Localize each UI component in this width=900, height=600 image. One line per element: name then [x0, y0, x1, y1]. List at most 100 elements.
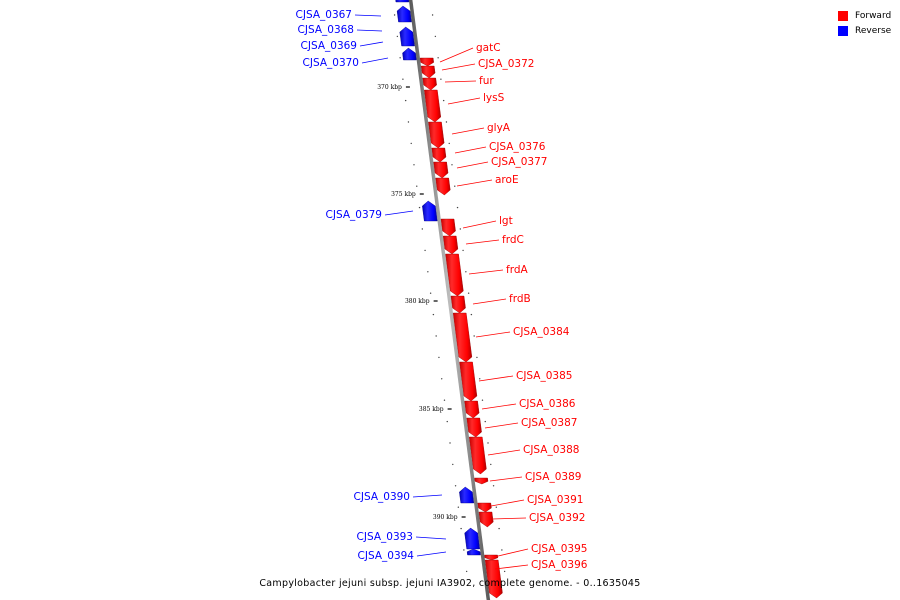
gene-lgt[interactable] — [440, 218, 456, 237]
gene-label-glya[interactable]: glyA — [487, 122, 511, 134]
gene-leader-cjsa-0393 — [415, 536, 447, 540]
minor-tick-dot — [443, 399, 446, 401]
gene-leader-fur — [444, 80, 477, 83]
gene-label-cjsa-0392[interactable]: CJSA_0392 — [529, 512, 585, 524]
gene-label-cjsa-0389[interactable]: CJSA_0389 — [525, 471, 581, 483]
gene-cjsa-0384[interactable] — [452, 312, 473, 363]
gene-label-cjsa-0395[interactable]: CJSA_0395 — [531, 543, 587, 555]
gene-label-cjsa-0385[interactable]: CJSA_0385 — [516, 370, 572, 382]
gene-cjsa-0388[interactable] — [469, 436, 487, 475]
minor-tick-dot — [451, 164, 453, 166]
minor-tick-dot — [473, 335, 475, 337]
gene-cjsa-0370[interactable] — [402, 47, 417, 61]
gene-cjsa-0392[interactable] — [478, 511, 494, 528]
gene-label-fur[interactable]: fur — [479, 75, 494, 87]
minor-tick-dot — [434, 35, 437, 38]
minor-tick-dots — [393, 14, 506, 573]
gene-label-lyss[interactable]: lysS — [483, 92, 505, 104]
gene-label-cjsa-0377[interactable]: CJSA_0377 — [491, 156, 547, 168]
gene-cjsa-0377[interactable] — [433, 161, 449, 179]
gene-label-cjsa-0391[interactable]: CJSA_0391 — [527, 494, 583, 506]
minor-tick-dot — [441, 378, 443, 380]
gene-leader-cjsa-0367 — [354, 14, 382, 17]
gene-labels: CJSA_0367 CJSA_0368 CJSA_0369 CJSA_0370 gatC… — [296, 9, 588, 571]
gene-label-lgt[interactable]: lgt — [499, 215, 513, 227]
gene-cjsa-0390[interactable] — [459, 486, 475, 504]
gene-lyss[interactable] — [424, 89, 442, 123]
minor-tick-dot — [462, 249, 464, 252]
gene-label-cjsa-0379[interactable]: CJSA_0379 — [326, 209, 382, 221]
gene-label-frda[interactable]: frdA — [506, 264, 528, 276]
gene-leader-cjsa-0395 — [493, 548, 529, 558]
minor-tick-dot — [484, 420, 486, 423]
minor-tick-dot — [404, 99, 407, 102]
gene-label-gatc[interactable]: gatC — [476, 42, 501, 54]
legend-forward-label: Forward — [855, 10, 892, 21]
gene-cjsa-0369[interactable] — [399, 26, 415, 47]
gene-cjsa-0376[interactable] — [431, 147, 447, 163]
gene-cjsa-0379[interactable] — [422, 200, 438, 222]
gene-label-cjsa-0393[interactable]: CJSA_0393 — [357, 531, 413, 543]
gene-label-cjsa-0367[interactable]: CJSA_0367 — [296, 9, 352, 21]
minor-tick-dot — [448, 142, 450, 145]
gene-label-cjsa-0396[interactable]: CJSA_0396 — [531, 559, 588, 571]
minor-tick-dot — [399, 57, 401, 59]
gene-cjsa-0391[interactable] — [477, 502, 492, 513]
gene-label-frdb[interactable]: frdB — [509, 293, 531, 305]
gene-glya[interactable] — [428, 121, 445, 149]
minor-tick-dot — [481, 399, 484, 401]
gene-cjsa-0394[interactable] — [466, 548, 481, 556]
gene-frda[interactable] — [445, 253, 464, 297]
minor-tick-dot — [413, 164, 415, 166]
gene-label-cjsa-0369[interactable]: CJSA_0369 — [301, 40, 357, 52]
minor-tick-dot — [418, 206, 421, 209]
gene-label-cjsa-0372[interactable]: CJSA_0372 — [478, 58, 534, 70]
gene-label-cjsa-0376[interactable]: CJSA_0376 — [489, 141, 546, 153]
minor-tick-dot — [492, 485, 495, 487]
gene-frdc[interactable] — [442, 235, 459, 255]
gene-label-cjsa-0394[interactable]: CJSA_0394 — [358, 550, 415, 562]
minor-tick-dot — [407, 121, 410, 123]
tick-label-380-kbp: 380 kbp — [405, 298, 430, 305]
forward-swatch — [838, 10, 848, 21]
gene-leader-lyss — [447, 97, 481, 105]
minor-tick-dot — [498, 527, 500, 530]
strand-legend: Forward Reverse — [838, 8, 891, 38]
gene-features — [395, 0, 503, 599]
minor-tick-dot — [452, 463, 454, 466]
gene-fur[interactable] — [422, 77, 437, 91]
minor-tick-dot — [393, 14, 396, 16]
gene-leader-cjsa-0385 — [478, 375, 514, 382]
minor-tick-dot — [487, 442, 489, 444]
gene-label-frdc[interactable]: frdC — [502, 234, 524, 246]
gene-leader-cjsa-0369 — [359, 41, 384, 47]
gene-label-aroe[interactable]: aroE — [495, 174, 519, 186]
gene-label-cjsa-0386[interactable]: CJSA_0386 — [519, 398, 576, 410]
gene-leader-aroe — [456, 179, 493, 187]
gene-cjsa-0387[interactable] — [466, 417, 482, 438]
minor-tick-dot — [501, 549, 503, 551]
gene-frdb[interactable] — [450, 295, 466, 314]
gene-leader-cjsa-0384 — [475, 331, 511, 338]
gene-label-cjsa-0370[interactable]: CJSA_0370 — [303, 57, 359, 69]
gene-label-cjsa-0384[interactable]: CJSA_0384 — [513, 326, 570, 338]
gene-aroe[interactable] — [435, 177, 451, 196]
gene-cjsa-0393[interactable] — [464, 527, 480, 550]
gene-cjsa-0385[interactable] — [459, 361, 478, 402]
minor-tick-dot — [470, 313, 473, 316]
gene-cjsa-0395[interactable] — [484, 554, 499, 561]
gene-label-cjsa-0387[interactable]: CJSA_0387 — [521, 417, 577, 429]
minor-tick-dot — [421, 228, 424, 230]
gene-cjsa-0368[interactable] — [396, 5, 412, 23]
gene-gatc[interactable] — [419, 57, 434, 67]
gene-cjsa-0389[interactable] — [474, 477, 489, 485]
gene-label-cjsa-0390[interactable]: CJSA_0390 — [354, 491, 410, 503]
gene-cjsa-0396[interactable] — [484, 559, 503, 599]
legend-reverse: Reverse — [838, 23, 891, 38]
gene-leader-cjsa-0392 — [491, 517, 527, 520]
gene-cjsa-0386[interactable] — [464, 400, 480, 419]
gene-label-cjsa-0368[interactable]: CJSA_0368 — [298, 24, 354, 36]
gene-cjsa-0372[interactable] — [420, 65, 436, 79]
gene-cjsa-0367[interactable] — [395, 0, 410, 3]
gene-label-cjsa-0388[interactable]: CJSA_0388 — [523, 444, 579, 456]
